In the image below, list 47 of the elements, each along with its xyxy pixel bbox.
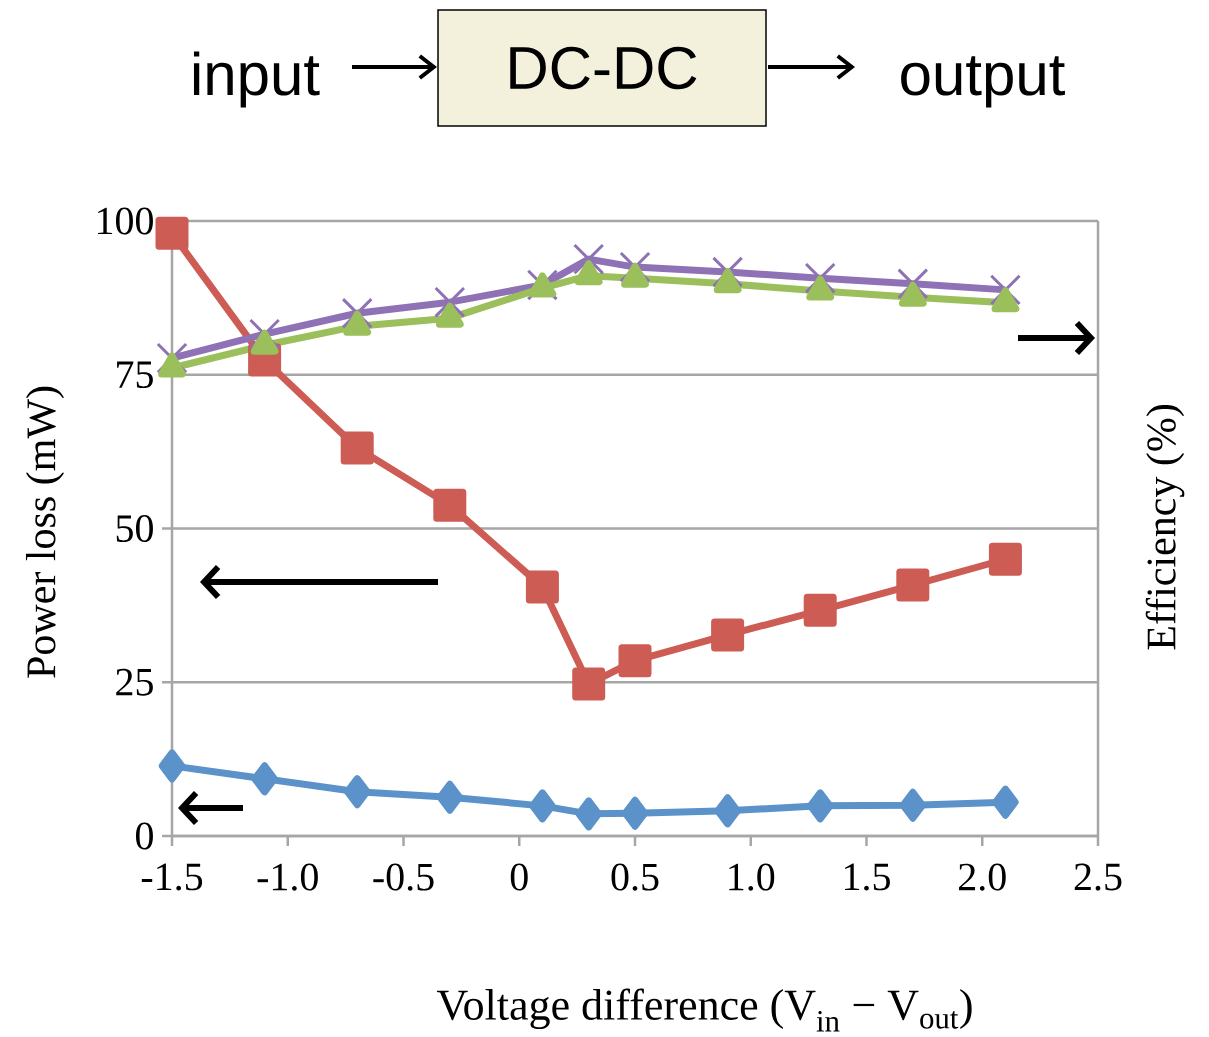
- x-tick-label: 0.5: [611, 863, 659, 891]
- point: [988, 542, 1022, 576]
- y-tick-label: 25: [116, 668, 153, 696]
- x-tick-label: 1.0: [729, 863, 775, 891]
- point: [251, 762, 278, 796]
- x-tick-label: -0.5: [373, 863, 434, 891]
- point: [433, 488, 467, 522]
- point: [575, 797, 602, 831]
- y2-axis-title: Efficiency (%): [1145, 405, 1185, 650]
- point: [434, 286, 466, 318]
- point: [525, 570, 559, 604]
- point: [529, 789, 556, 823]
- y-tick-label: 0: [135, 822, 153, 850]
- point: [804, 262, 836, 294]
- x-tick-label: -1.0: [257, 863, 318, 891]
- point: [989, 274, 1022, 306]
- y-tick-label: 100: [97, 207, 153, 235]
- x-tick-label: -1.5: [141, 863, 203, 891]
- point: [621, 796, 649, 830]
- x-tick-label: 1.5: [845, 863, 890, 891]
- point: [158, 749, 186, 783]
- x-tick-label: 2.5: [1074, 863, 1122, 891]
- point: [806, 789, 834, 823]
- point: [711, 618, 745, 652]
- point: [155, 216, 189, 250]
- point: [992, 785, 1019, 819]
- point: [343, 775, 371, 809]
- point: [340, 431, 374, 465]
- point: [896, 568, 930, 602]
- y-tick-label: 50: [116, 515, 153, 542]
- point: [341, 297, 373, 329]
- point: [714, 794, 741, 828]
- y-axis-title: Power loss (mW): [25, 386, 65, 678]
- x-axis-title: Voltage difference (V$_{in}$ − V$_{out}$): [436, 988, 972, 1032]
- x-tick-label: 0: [510, 863, 528, 891]
- point: [436, 780, 464, 814]
- point: [618, 644, 652, 678]
- point: [897, 268, 929, 300]
- text: input: [193, 51, 320, 108]
- text: DC-DC: [510, 46, 697, 90]
- point: [803, 593, 837, 627]
- y-tick-label: 75: [117, 361, 153, 389]
- point: [899, 788, 927, 822]
- point: [572, 667, 606, 701]
- x-tick-label: 2.0: [959, 863, 1006, 891]
- point: [573, 243, 605, 275]
- text: output: [901, 56, 1065, 108]
